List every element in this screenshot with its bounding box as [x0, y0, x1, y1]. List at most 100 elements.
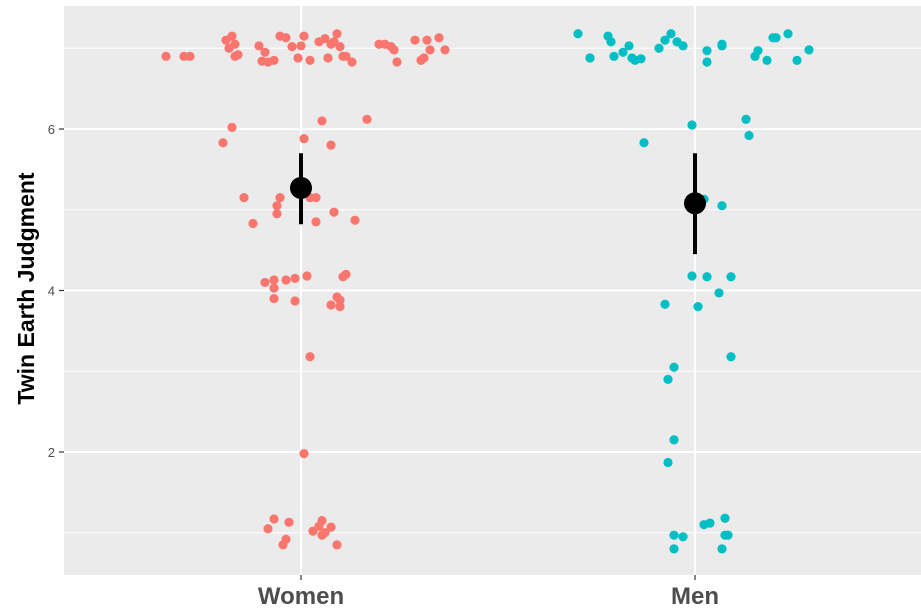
data-point [332, 540, 342, 550]
data-point [609, 51, 619, 61]
data-point [281, 33, 291, 43]
data-point [290, 273, 300, 283]
x-axis: Women Men [258, 575, 719, 610]
data-point [663, 457, 673, 468]
data-point [296, 41, 306, 51]
data-point [269, 275, 279, 285]
data-point [705, 518, 715, 528]
data-point [299, 449, 309, 459]
data-point [239, 193, 249, 203]
data-point [311, 193, 321, 203]
data-point [320, 33, 330, 44]
data-point [669, 362, 679, 372]
y-axis-title: Twin Earth Judgment [13, 172, 39, 404]
data-point [248, 218, 258, 229]
data-point [702, 57, 712, 67]
data-point [254, 41, 264, 51]
data-point [275, 193, 285, 203]
data-point [741, 114, 751, 124]
data-point [783, 29, 793, 39]
data-point [299, 134, 309, 144]
data-point [326, 300, 336, 310]
data-point [714, 288, 724, 298]
data-point [639, 138, 649, 148]
data-point [341, 269, 351, 279]
data-point [362, 114, 372, 124]
data-point [311, 217, 321, 227]
data-point [726, 272, 736, 282]
data-point [419, 53, 429, 63]
data-point [654, 43, 664, 53]
mean-point [684, 192, 706, 215]
mean-point [290, 176, 312, 199]
data-point [389, 45, 399, 55]
data-point [332, 292, 342, 302]
data-point [410, 35, 420, 45]
data-point [606, 37, 616, 47]
data-point [185, 51, 195, 61]
data-point [233, 50, 243, 60]
data-point [302, 271, 312, 281]
data-point [269, 514, 279, 524]
data-point [693, 302, 703, 312]
data-point [422, 35, 432, 45]
data-point [227, 31, 237, 41]
data-point [341, 51, 351, 61]
data-point [618, 47, 628, 57]
data-point [263, 524, 273, 534]
data-point [161, 51, 171, 61]
data-point [299, 31, 309, 41]
data-point [392, 57, 402, 67]
data-point [317, 516, 327, 526]
data-point [434, 33, 444, 43]
data-point [678, 41, 688, 51]
data-point [218, 138, 228, 148]
data-point [717, 41, 727, 51]
data-point [669, 530, 679, 540]
data-point [335, 302, 345, 312]
data-point [771, 33, 781, 43]
data-point [702, 46, 712, 56]
data-point [287, 42, 297, 52]
data-point [669, 544, 679, 554]
data-point [269, 55, 279, 65]
data-point [335, 42, 345, 52]
data-point [660, 35, 670, 45]
data-point [744, 130, 754, 141]
data-point [284, 517, 294, 527]
data-point [753, 46, 763, 56]
data-point [624, 41, 634, 51]
data-point [347, 57, 357, 67]
data-point [717, 544, 727, 554]
data-point [269, 293, 279, 304]
data-point [320, 528, 330, 538]
data-point [305, 55, 315, 65]
data-point [762, 55, 772, 65]
data-point [272, 201, 282, 211]
data-point [573, 29, 583, 39]
y-tick-label: 4 [48, 284, 55, 299]
data-point [687, 120, 697, 130]
y-axis: 2 4 6 [48, 122, 64, 460]
data-point [269, 283, 279, 293]
data-point [663, 374, 673, 384]
data-point [687, 271, 697, 281]
data-point [669, 435, 679, 445]
data-point [660, 299, 670, 309]
data-point [281, 534, 291, 544]
data-point [293, 53, 303, 63]
data-point [666, 29, 676, 39]
data-point [281, 275, 291, 285]
mean-and-error-bars [290, 153, 706, 255]
data-point [636, 54, 646, 64]
data-point [329, 207, 339, 217]
data-point [792, 55, 802, 65]
minor-gridlines [64, 47, 921, 534]
data-point [332, 29, 342, 39]
x-category-label: Men [671, 583, 719, 610]
y-tick-label: 6 [48, 122, 55, 137]
data-point [440, 45, 450, 55]
data-point [227, 122, 237, 132]
data-point [260, 277, 270, 288]
